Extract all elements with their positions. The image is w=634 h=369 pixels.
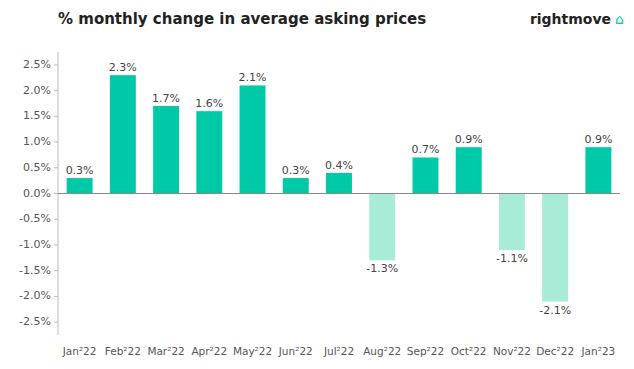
x-axis: Jan²22 Feb²22 Mar²22 Apr²22 May²22 Jun²22 Jul²… (62, 345, 616, 357)
y-tick (54, 270, 58, 271)
data-label: 2.3% (109, 61, 137, 74)
bar (456, 147, 482, 193)
data-label: 0.3% (66, 164, 94, 177)
data-label: 0.7% (411, 143, 439, 156)
x-tick-label: May²22 (233, 345, 272, 357)
x-tick-label: Aug²22 (363, 345, 401, 357)
x-tick-label: Jan²23 (581, 345, 616, 357)
y-tick-label: 1.0% (23, 135, 51, 148)
data-label: 2.1% (239, 71, 267, 84)
y-tick (54, 142, 58, 143)
bar (499, 194, 525, 251)
y-tick-label: -0.5% (19, 212, 51, 225)
y-tick-label: 2.5% (23, 58, 51, 71)
data-labels: 0.3% 2.3% 1.7% 1.6% 2.1% 0.3% 0.4% -1.3% 0.7% 0.9… (66, 61, 613, 316)
bar (240, 85, 266, 193)
data-label: -1.1% (496, 252, 528, 265)
y-tick (54, 296, 58, 297)
y-tick-label: -1.5% (19, 264, 51, 277)
bar (110, 75, 136, 193)
y-tick (54, 90, 58, 91)
data-label: 0.3% (282, 164, 310, 177)
x-tick-label: Feb²22 (105, 345, 141, 357)
y-tick (54, 167, 58, 168)
data-label: 0.9% (455, 133, 483, 146)
x-tick-label: Jun²22 (278, 345, 313, 357)
data-label: 0.9% (584, 133, 612, 146)
x-tick-label: Jan²22 (62, 345, 97, 357)
x-tick-label: Sep²22 (407, 345, 444, 357)
bar (412, 157, 438, 193)
y-tick-label: 2.0% (23, 84, 51, 97)
x-tick-label: Nov²22 (493, 345, 531, 357)
y-tick (54, 116, 58, 117)
y-tick-label: 0.0% (23, 187, 51, 200)
bar (153, 106, 179, 193)
x-tick-label: Jul²22 (323, 345, 354, 357)
data-label: 1.7% (152, 92, 180, 105)
bar (283, 178, 309, 193)
zero-line (58, 193, 620, 194)
x-tick-label: Apr²22 (191, 345, 227, 357)
annotation: rightmove (530, 11, 611, 27)
data-label: 0.4% (325, 159, 353, 172)
data-label: -2.1% (539, 304, 571, 317)
y-tick (54, 244, 58, 245)
y-tick (54, 193, 58, 194)
y-tick (54, 64, 58, 65)
x-tick-label: Dec²22 (536, 345, 574, 357)
y-tick (54, 322, 58, 323)
y-tick-label: 1.5% (23, 109, 51, 122)
bar (326, 173, 352, 194)
title: % monthly change in average asking price… (58, 10, 426, 28)
y-tick-label: -2.0% (19, 289, 51, 302)
y-tick-label: -2.5% (19, 315, 51, 328)
bars (67, 75, 612, 301)
x-tick-label: Mar²22 (147, 345, 184, 357)
y-tick-label: 0.5% (23, 161, 51, 174)
y-axis: -2.5% -2.0% -1.5% -1.0% -0.5% 0.0% 0.5% 1.0% 1.5… (19, 58, 58, 328)
y-tick-label: -1.0% (19, 238, 51, 251)
bar (369, 194, 395, 261)
annotation: ⌂ (615, 11, 624, 27)
bar (542, 194, 568, 302)
data-label: 1.6% (195, 97, 223, 110)
bar (67, 178, 93, 193)
x-tick-label: Oct²22 (451, 345, 487, 357)
bar (585, 147, 611, 193)
y-tick (54, 219, 58, 220)
chart: % monthly change in average asking price… (0, 0, 634, 369)
data-label: -1.3% (366, 262, 398, 275)
bar (196, 111, 222, 193)
